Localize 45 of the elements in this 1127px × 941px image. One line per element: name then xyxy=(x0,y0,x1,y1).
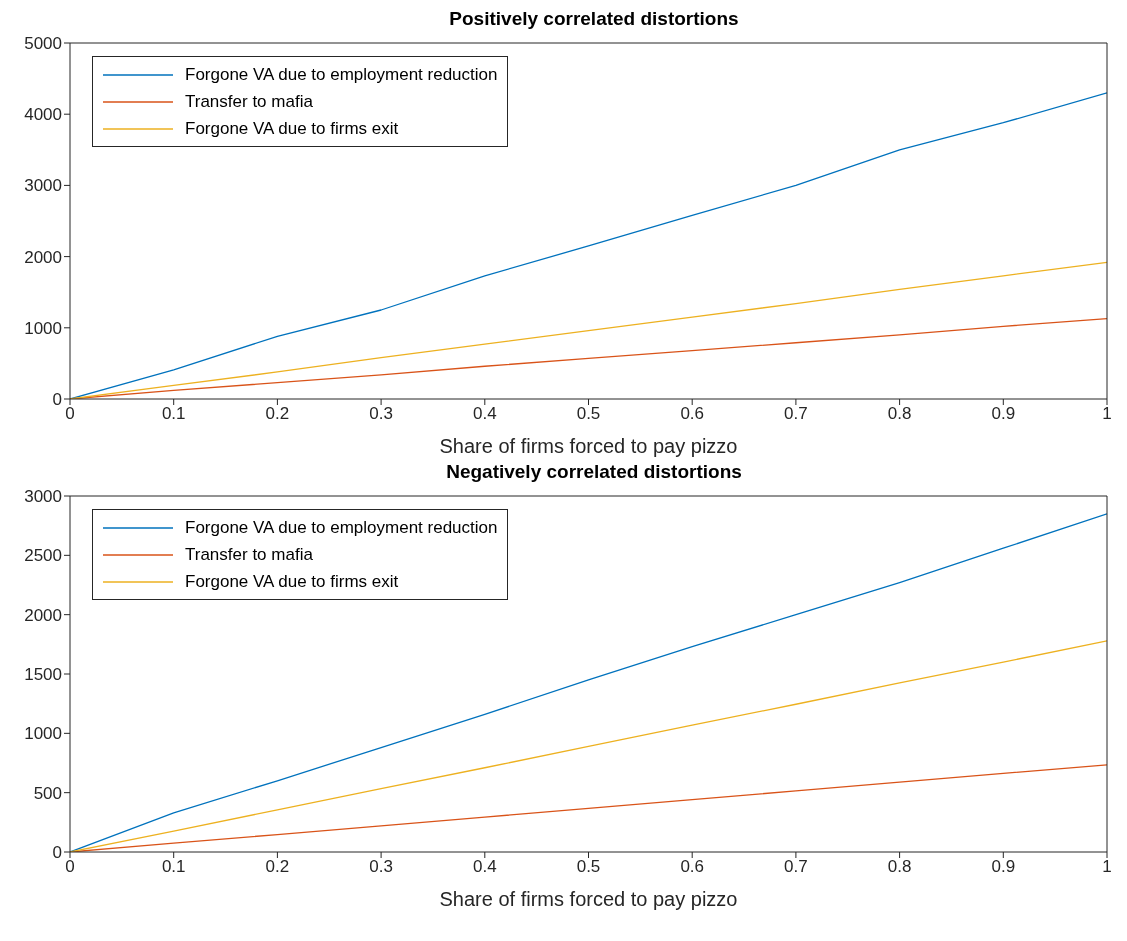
y-tick-label: 5000 xyxy=(24,34,62,54)
y-tick-label: 2000 xyxy=(24,247,62,267)
x-tick-label: 0.6 xyxy=(680,857,705,877)
x-tick-label: 0 xyxy=(65,404,75,424)
x-tick-label: 0.8 xyxy=(887,857,912,877)
x-tick-label: 0.4 xyxy=(472,404,497,424)
x-tick-label: 0.5 xyxy=(576,857,601,877)
x-tick-label: 0.8 xyxy=(887,404,912,424)
y-tick-label: 4000 xyxy=(24,105,62,125)
x-tick-label: 0.9 xyxy=(991,857,1016,877)
x-axis-title: Share of firms forced to pay pizzo xyxy=(439,888,738,910)
y-tick-label: 1500 xyxy=(24,665,62,685)
x-tick-label: 0.1 xyxy=(161,404,186,424)
x-axis-title: Share of firms forced to pay pizzo xyxy=(439,435,738,457)
x-tick-label: 0.7 xyxy=(784,857,808,877)
legend-label: Forgone VA due to firms exit xyxy=(185,118,399,139)
x-tick-label: 0.6 xyxy=(680,404,705,424)
x-tick-label: 0.7 xyxy=(784,404,808,424)
y-tick-label: 500 xyxy=(33,783,62,803)
x-tick-label: 0.5 xyxy=(576,404,601,424)
y-tick-label: 1000 xyxy=(24,724,62,744)
x-tick-label: 0.3 xyxy=(369,404,393,424)
x-tick-label: 0.2 xyxy=(265,404,290,424)
x-tick-label: 1 xyxy=(1102,857,1112,877)
chart-title: Negatively correlated distortions xyxy=(445,461,743,484)
chart-title: Positively correlated distortions xyxy=(448,8,740,31)
legend-label: Transfer to mafia xyxy=(185,91,313,112)
x-tick-label: 0.9 xyxy=(991,404,1016,424)
y-tick-label: 2500 xyxy=(24,546,62,566)
x-tick-label: 0.2 xyxy=(265,857,290,877)
x-tick-label: 0.1 xyxy=(161,857,186,877)
y-tick-label: 3000 xyxy=(24,487,62,507)
x-tick-label: 1 xyxy=(1102,404,1112,424)
y-tick-label: 2000 xyxy=(24,605,62,625)
legend-label: Transfer to mafia xyxy=(185,544,313,565)
y-tick-label: 3000 xyxy=(24,176,62,196)
legend-label: Forgone VA due to firms exit xyxy=(185,571,399,592)
x-tick-label: 0.4 xyxy=(472,857,497,877)
y-tick-label: 0 xyxy=(52,390,62,410)
x-tick-label: 0.3 xyxy=(369,857,393,877)
x-tick-label: 0 xyxy=(65,857,75,877)
legend-label: Forgone VA due to employment reduction xyxy=(185,517,498,538)
y-tick-label: 0 xyxy=(52,843,62,863)
legend-label: Forgone VA due to employment reduction xyxy=(185,64,498,85)
y-tick-label: 1000 xyxy=(24,318,62,338)
